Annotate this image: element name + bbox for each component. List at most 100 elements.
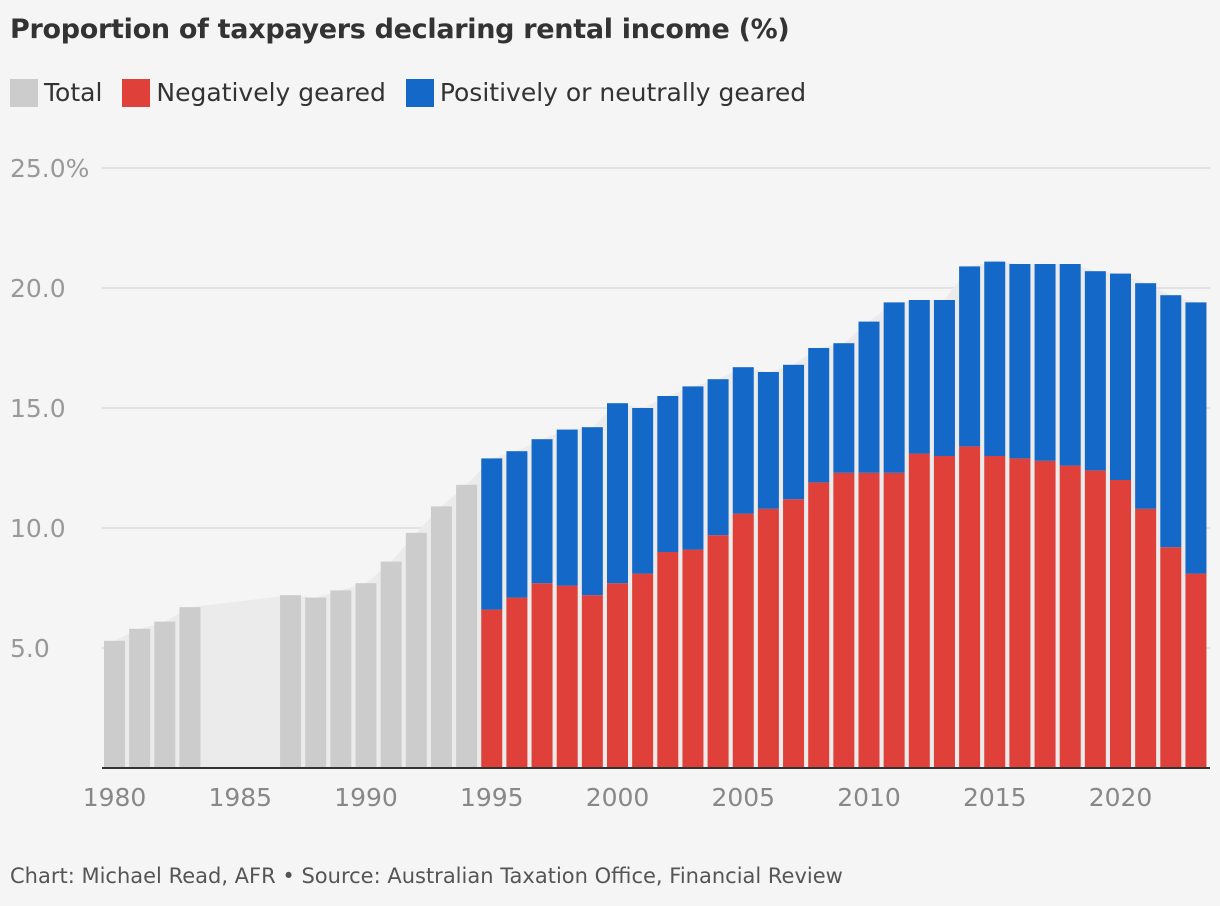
x-tick-label: 2020	[1089, 783, 1153, 812]
bar-positively-geared	[933, 300, 955, 456]
bar-positively-geared	[1009, 264, 1031, 459]
bar-positively-geared	[1034, 264, 1056, 461]
bar-negatively-geared	[707, 535, 729, 768]
bar-negatively-geared	[757, 508, 779, 768]
y-axis-labels: 25.0% 20.0 15.0 10.0 5.0	[10, 154, 89, 663]
bar-positively-geared	[556, 429, 578, 586]
total-area-fill	[104, 261, 1207, 768]
bar-positively-geared	[1135, 283, 1157, 509]
bar-negatively-geared	[581, 595, 603, 768]
bar-negatively-geared	[1009, 458, 1031, 768]
x-tick-label: 1985	[208, 783, 272, 812]
bar-positively-geared	[808, 348, 830, 483]
bar-negatively-geared	[1135, 508, 1157, 768]
bar-positively-geared	[707, 379, 729, 536]
y-tick-label: 10.0	[10, 514, 66, 543]
x-tick-label: 1980	[83, 783, 147, 812]
bar-positively-geared	[908, 300, 930, 454]
chart-title: Proportion of taxpayers declaring rental…	[10, 14, 790, 45]
bar-negatively-geared	[833, 472, 855, 768]
bar-negatively-geared	[1034, 460, 1056, 768]
bar-positively-geared	[531, 439, 553, 584]
bar-positively-geared	[1110, 273, 1131, 480]
x-tick-label: 2005	[711, 783, 775, 812]
legend-label-positively-geared: Positively or neutrally geared	[439, 78, 807, 107]
bar-positively-geared	[1084, 271, 1106, 471]
bar-negatively-geared	[808, 482, 830, 768]
bar-total	[456, 484, 478, 768]
bar-negatively-geared	[632, 573, 654, 768]
bar-positively-geared	[632, 408, 654, 574]
bar-positively-geared	[833, 343, 855, 473]
bar-positively-geared	[481, 458, 503, 610]
x-tick-label: 1995	[460, 783, 524, 812]
bar-positively-geared	[783, 364, 805, 500]
bar-negatively-geared	[531, 583, 553, 768]
bar-total	[129, 628, 151, 768]
bar-total	[305, 597, 327, 768]
legend-swatch-negatively-geared	[122, 78, 151, 107]
bar-negatively-geared	[481, 609, 503, 768]
bar-positively-geared	[581, 427, 603, 596]
bar-negatively-geared	[732, 513, 754, 768]
bar-negatively-geared	[506, 597, 528, 768]
legend-swatch-positively-geared	[405, 78, 434, 107]
x-tick-label: 1990	[334, 783, 398, 812]
legend-item-positively-geared: Positively or neutrally geared	[405, 78, 807, 107]
bar-total	[405, 532, 427, 768]
x-tick-label: 2010	[837, 783, 901, 812]
bar-negatively-geared	[1160, 547, 1182, 768]
bar-negatively-geared	[883, 472, 905, 768]
legend-label-negatively-geared: Negatively geared	[156, 78, 386, 107]
bar-negatively-geared	[1084, 470, 1106, 768]
bar-negatively-geared	[1185, 573, 1207, 768]
bar-total	[154, 621, 176, 768]
legend-item-negatively-geared: Negatively geared	[122, 78, 386, 107]
bar-positively-geared	[858, 321, 880, 473]
bar-negatively-geared	[933, 456, 955, 768]
bar-negatively-geared	[984, 456, 1006, 768]
bar-negatively-geared	[783, 499, 805, 768]
x-tick-label: 2015	[963, 783, 1027, 812]
bar-total	[355, 583, 377, 768]
bar-total	[104, 640, 125, 768]
bar-negatively-geared	[607, 583, 628, 768]
legend-item-total: Total	[10, 78, 102, 107]
bar-positively-geared	[506, 451, 528, 598]
bar-negatively-geared	[1059, 465, 1081, 768]
bar-negatively-geared	[908, 453, 930, 768]
bar-total	[430, 506, 452, 768]
bar-negatively-geared	[858, 472, 880, 768]
bar-positively-geared	[732, 367, 754, 514]
bar-total	[330, 590, 352, 768]
bar-negatively-geared	[657, 552, 679, 768]
bar-negatively-geared	[959, 446, 981, 768]
x-tick-label: 2000	[586, 783, 650, 812]
bar-positively-geared	[1185, 302, 1207, 574]
bar-negatively-geared	[682, 549, 704, 768]
source-note: Chart: Michael Read, AFR • Source: Austr…	[10, 864, 843, 888]
total-area	[104, 261, 1207, 768]
bar-positively-geared	[607, 403, 628, 584]
bar-positively-geared	[1160, 295, 1182, 548]
bar-positively-geared	[757, 372, 779, 509]
bar-negatively-geared	[556, 585, 578, 768]
legend: Total Negatively geared Positively or ne…	[10, 78, 826, 107]
bar-total	[179, 607, 201, 768]
legend-label-total: Total	[44, 78, 103, 107]
bars	[104, 261, 1207, 768]
y-tick-label: 15.0	[10, 394, 66, 423]
legend-swatch-total	[10, 78, 38, 107]
y-tick-label: 25.0%	[10, 154, 89, 183]
x-axis-labels: 1980 1985 1990 1995 2000 2005 2010 2015 2020	[83, 783, 1153, 812]
bar-negatively-geared	[1110, 480, 1131, 768]
y-tick-label: 20.0	[10, 274, 66, 303]
bar-positively-geared	[682, 386, 704, 550]
bar-positively-geared	[1059, 264, 1081, 466]
bar-positively-geared	[657, 396, 679, 552]
bar-total	[380, 561, 402, 768]
bar-positively-geared	[959, 266, 981, 447]
bar-positively-geared	[883, 302, 905, 473]
y-tick-label: 5.0	[10, 634, 50, 663]
